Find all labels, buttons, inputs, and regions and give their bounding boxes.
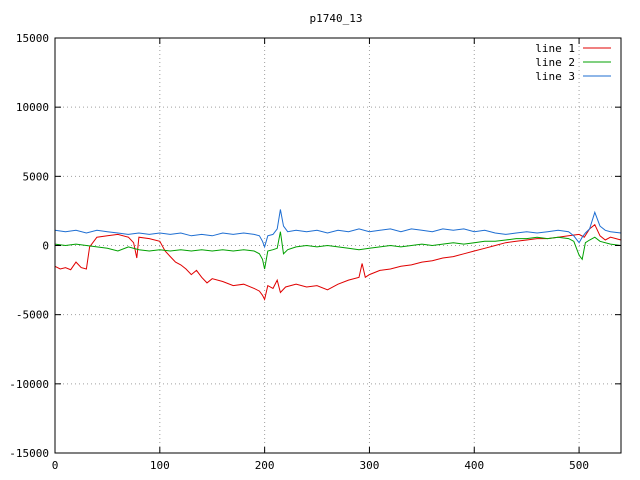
legend-label-3: line 3	[535, 70, 575, 83]
legend-label-1: line 1	[535, 42, 575, 55]
x-tick-label: 100	[150, 459, 170, 472]
y-tick-label: -10000	[9, 378, 49, 391]
axis-ticks	[54, 37, 621, 454]
y-tick-label: 0	[42, 240, 49, 253]
x-tick-label: 300	[360, 459, 380, 472]
series-line-1	[54, 223, 622, 301]
grid	[55, 38, 621, 453]
series-layer	[54, 209, 622, 301]
series-line-3	[54, 209, 622, 249]
y-tick-label: -15000	[9, 447, 49, 460]
y-tick-label: 5000	[23, 170, 50, 183]
legend-label-2: line 2	[535, 56, 575, 69]
axis-tick-labels: 0 100 200 300 400 500 -15000 -10000 -5000 0 5000 10…	[9, 32, 589, 472]
x-tick-label: 500	[569, 459, 589, 472]
y-tick-label: 10000	[16, 101, 49, 114]
chart-title: p1740_13	[310, 12, 363, 25]
y-tick-label: -5000	[16, 309, 49, 322]
series-line-2	[54, 231, 622, 270]
x-tick-label: 200	[255, 459, 275, 472]
y-tick-label: 15000	[16, 32, 49, 45]
x-tick-label: 400	[464, 459, 484, 472]
x-tick-label: 0	[52, 459, 59, 472]
